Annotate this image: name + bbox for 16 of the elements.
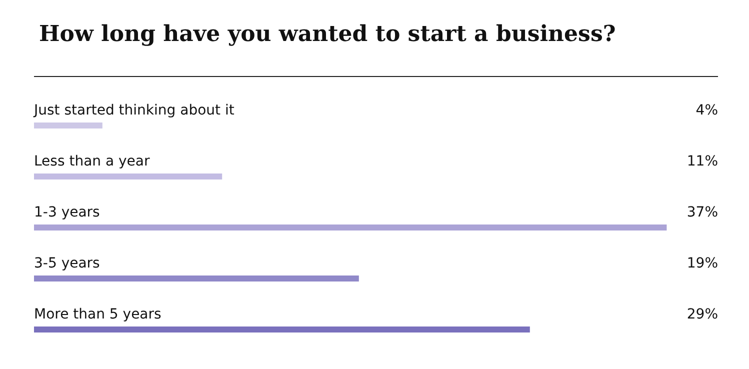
y-tick-label: Just started thinking about it <box>33 102 235 118</box>
y-tick-label: 3-5 years <box>34 256 100 272</box>
bar <box>34 174 222 180</box>
y-tick-label: More than 5 years <box>34 306 162 322</box>
bar <box>34 276 359 282</box>
bar <box>34 224 667 230</box>
y-tick-label: Less than a year <box>34 154 150 170</box>
data-label: 37% <box>686 204 718 220</box>
bar <box>34 122 102 128</box>
chart-title: How long have you wanted to start a business? <box>39 21 616 47</box>
data-label: 4% <box>696 102 718 118</box>
bar <box>34 326 530 332</box>
data-label: 29% <box>686 306 718 322</box>
y-tick-label: 1-3 years <box>34 204 100 220</box>
data-label: 11% <box>686 154 718 170</box>
data-label: 19% <box>686 256 718 272</box>
